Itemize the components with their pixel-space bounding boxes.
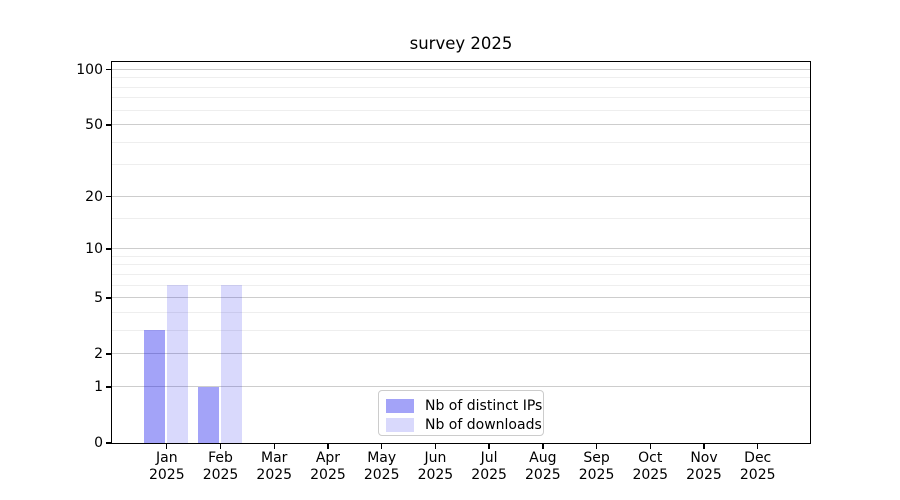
legend-item: Nb of downloads bbox=[386, 415, 543, 434]
x-tick bbox=[488, 444, 490, 450]
gridline-minor bbox=[111, 77, 810, 79]
gridline-minor bbox=[111, 273, 810, 275]
x-tick bbox=[166, 444, 168, 450]
x-tick-label: Jul 2025 bbox=[471, 450, 507, 483]
x-tick-label: Oct 2025 bbox=[632, 450, 669, 483]
bar-distinct-ips bbox=[144, 330, 166, 443]
gridline-minor bbox=[111, 141, 810, 143]
gridline-major bbox=[111, 68, 810, 70]
x-tick-label: Apr 2025 bbox=[310, 450, 346, 483]
y-tick bbox=[105, 68, 111, 71]
legend-label-distinct-ips: Nb of distinct IPs bbox=[425, 397, 543, 414]
x-tick bbox=[595, 444, 598, 450]
x-tick bbox=[703, 444, 705, 450]
y-tick bbox=[105, 124, 111, 126]
y-tick bbox=[105, 442, 111, 444]
gridline-minor bbox=[111, 255, 810, 257]
bar-downloads bbox=[167, 285, 189, 443]
y-tick-label: 1 bbox=[94, 378, 103, 395]
bar-distinct-ips bbox=[198, 386, 220, 443]
gridline-major bbox=[111, 124, 810, 125]
x-tick bbox=[757, 444, 759, 450]
y-tick-label: 5 bbox=[94, 290, 103, 307]
x-tick bbox=[273, 444, 275, 450]
legend: Nb of distinct IPs Nb of downloads bbox=[378, 390, 544, 436]
x-tick-label: Feb 2025 bbox=[202, 450, 239, 483]
x-tick bbox=[327, 444, 329, 450]
gridline-minor bbox=[111, 97, 810, 99]
x-tick-label: May 2025 bbox=[363, 450, 400, 483]
x-tick-label: Mar 2025 bbox=[256, 450, 293, 483]
gridline-minor bbox=[111, 311, 810, 313]
gridline-major bbox=[111, 386, 810, 388]
x-tick bbox=[219, 444, 222, 450]
y-tick bbox=[105, 353, 111, 355]
gridline-minor bbox=[111, 217, 810, 219]
gridline-major bbox=[111, 297, 810, 299]
gridline-minor bbox=[111, 264, 810, 266]
legend-swatch-distinct-ips bbox=[386, 398, 414, 413]
gridline-minor bbox=[111, 109, 810, 111]
x-tick-label: Aug 2025 bbox=[525, 450, 561, 483]
chart-title: survey 2025 bbox=[409, 34, 513, 53]
y-tick-label: 20 bbox=[85, 188, 103, 205]
gridline-minor bbox=[111, 284, 810, 286]
y-tick-label: 2 bbox=[94, 346, 103, 363]
y-tick-label: 0 bbox=[94, 435, 103, 451]
gridline-major bbox=[111, 248, 810, 250]
x-tick-label: Jan 2025 bbox=[148, 450, 185, 483]
x-tick-label: Jun 2025 bbox=[417, 450, 454, 483]
x-tick bbox=[542, 444, 544, 450]
y-tick bbox=[105, 297, 111, 299]
x-tick bbox=[649, 444, 651, 450]
y-tick bbox=[105, 195, 111, 198]
gridline-minor bbox=[111, 86, 810, 88]
x-tick-label: Sep 2025 bbox=[578, 450, 615, 483]
y-tick-label: 100 bbox=[76, 61, 103, 78]
y-tick-label: 10 bbox=[85, 241, 103, 257]
gridline-minor bbox=[111, 329, 810, 331]
gridline-major bbox=[111, 353, 810, 355]
bar-downloads bbox=[221, 285, 243, 443]
plot-area bbox=[110, 60, 811, 444]
x-tick bbox=[434, 444, 437, 450]
legend-swatch-downloads bbox=[386, 417, 414, 432]
y-tick bbox=[105, 248, 111, 250]
x-tick-label: Dec 2025 bbox=[739, 450, 776, 483]
gridline-major bbox=[111, 195, 810, 197]
legend-label-downloads: Nb of downloads bbox=[425, 416, 542, 433]
y-tick-label: 50 bbox=[85, 116, 103, 133]
gridline-minor bbox=[111, 164, 810, 166]
x-tick bbox=[380, 444, 383, 450]
legend-item: Nb of distinct IPs bbox=[386, 396, 543, 415]
x-tick-label: Nov 2025 bbox=[686, 450, 722, 483]
y-tick bbox=[105, 386, 111, 388]
